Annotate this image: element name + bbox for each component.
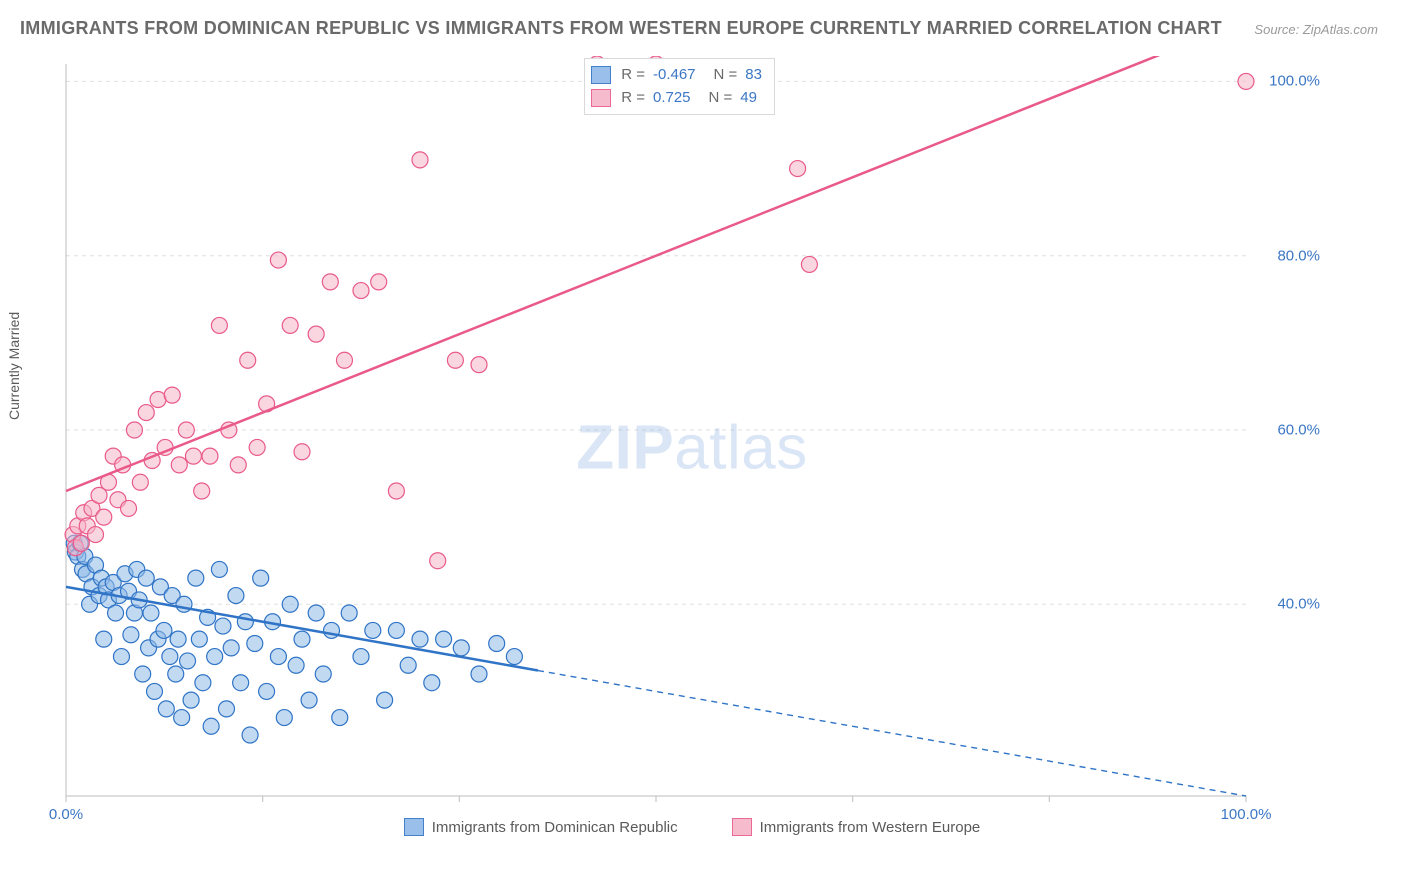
r-value: -0.467 bbox=[653, 63, 696, 86]
source-attribution: Source: ZipAtlas.com bbox=[1254, 22, 1378, 37]
y-axis-label: Currently Married bbox=[6, 312, 22, 420]
legend-swatch bbox=[591, 66, 611, 84]
r-label: R = bbox=[621, 63, 645, 86]
legend-stats-box: R =-0.467N =83R = 0.725N =49 bbox=[584, 58, 775, 115]
bottom-legend-label: Immigrants from Western Europe bbox=[760, 819, 981, 836]
bottom-legend-item: Immigrants from Dominican Republic bbox=[404, 818, 678, 836]
y-tick-label: 60.0% bbox=[1277, 422, 1320, 439]
legend-stats-row: R = -0.467 N = 83 bbox=[591, 63, 762, 86]
legend-swatch bbox=[591, 89, 611, 107]
y-tick-label: 100.0% bbox=[1269, 73, 1320, 90]
scatter-chart bbox=[58, 56, 1326, 840]
n-value: 49 bbox=[740, 86, 757, 109]
bottom-legend-label: Immigrants from Dominican Republic bbox=[432, 819, 678, 836]
y-tick-label: 80.0% bbox=[1277, 247, 1320, 264]
source-label: Source: bbox=[1254, 22, 1299, 37]
y-tick-label: 40.0% bbox=[1277, 596, 1320, 613]
n-label: N = bbox=[714, 63, 738, 86]
legend-swatch bbox=[404, 818, 424, 836]
source-name: ZipAtlas.com bbox=[1303, 22, 1378, 37]
legend-stats-row: R = 0.725 N = 49 bbox=[591, 86, 762, 109]
n-label: N = bbox=[709, 86, 733, 109]
r-label: R = bbox=[621, 86, 645, 109]
legend-swatch bbox=[732, 818, 752, 836]
r-value: 0.725 bbox=[653, 86, 691, 109]
plot-area: ZIPatlas R =-0.467N =83R = 0.725N =49 40… bbox=[58, 56, 1326, 840]
n-value: 83 bbox=[745, 63, 762, 86]
chart-title: IMMIGRANTS FROM DOMINICAN REPUBLIC VS IM… bbox=[20, 18, 1222, 39]
bottom-legend-item: Immigrants from Western Europe bbox=[732, 818, 981, 836]
bottom-legend: Immigrants from Dominican Republic Immigr… bbox=[58, 818, 1326, 836]
